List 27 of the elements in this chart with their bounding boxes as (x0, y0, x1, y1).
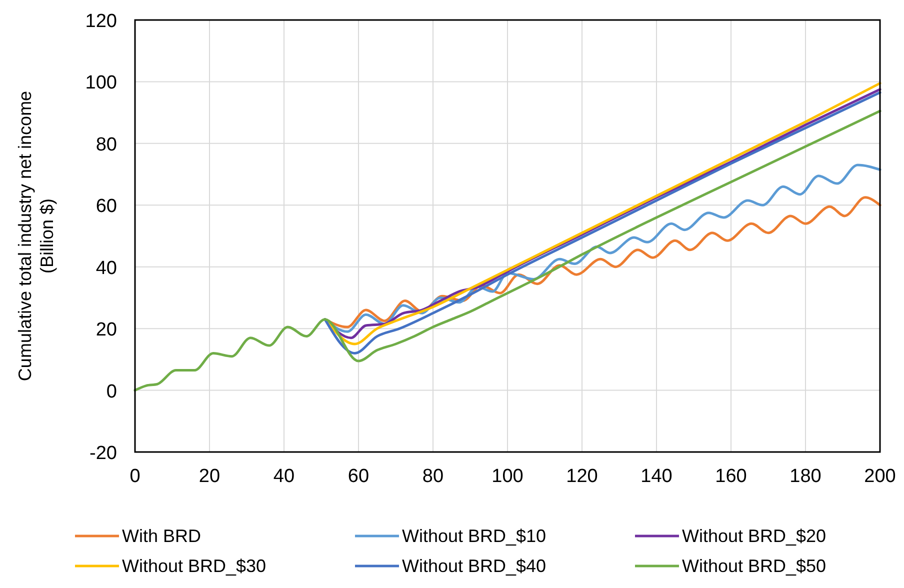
x-tick-label: 0 (130, 466, 140, 487)
legend-label: Without BRD_$40 (402, 556, 546, 576)
y-tick-label: -20 (90, 443, 117, 464)
x-tick-label: 120 (566, 466, 598, 487)
x-tick-label: 200 (864, 466, 896, 487)
y-axis-title: Cumulative total industry net income (Billion $) (15, 90, 57, 382)
legend-label: Without BRD_$30 (122, 556, 266, 576)
y-tick-label: 100 (85, 72, 117, 94)
x-tick-label: 140 (640, 466, 672, 487)
legend-label: With BRD (122, 526, 202, 546)
y-tick-label: 40 (96, 258, 117, 279)
x-tick-label: 180 (790, 466, 822, 487)
x-tick-label: 80 (422, 466, 444, 487)
y-tick-label: 80 (96, 134, 117, 156)
y-tick-label: 60 (96, 196, 117, 218)
y-tick-label: 120 (85, 11, 117, 32)
legend-label: Without BRD_$20 (682, 526, 826, 546)
x-tick-label: 160 (715, 466, 747, 487)
legend-label: Without BRD_$10 (402, 526, 546, 546)
x-tick-label: 60 (348, 466, 370, 487)
line-series (134, 110, 882, 392)
y-tick-label: 0 (106, 381, 117, 402)
legend-label: Without BRD_$50 (682, 556, 826, 576)
x-tick-label: 40 (273, 466, 295, 487)
y-tick-label: 20 (96, 320, 117, 341)
x-tick-label: 100 (492, 466, 524, 487)
x-tick-label: 20 (198, 466, 220, 487)
